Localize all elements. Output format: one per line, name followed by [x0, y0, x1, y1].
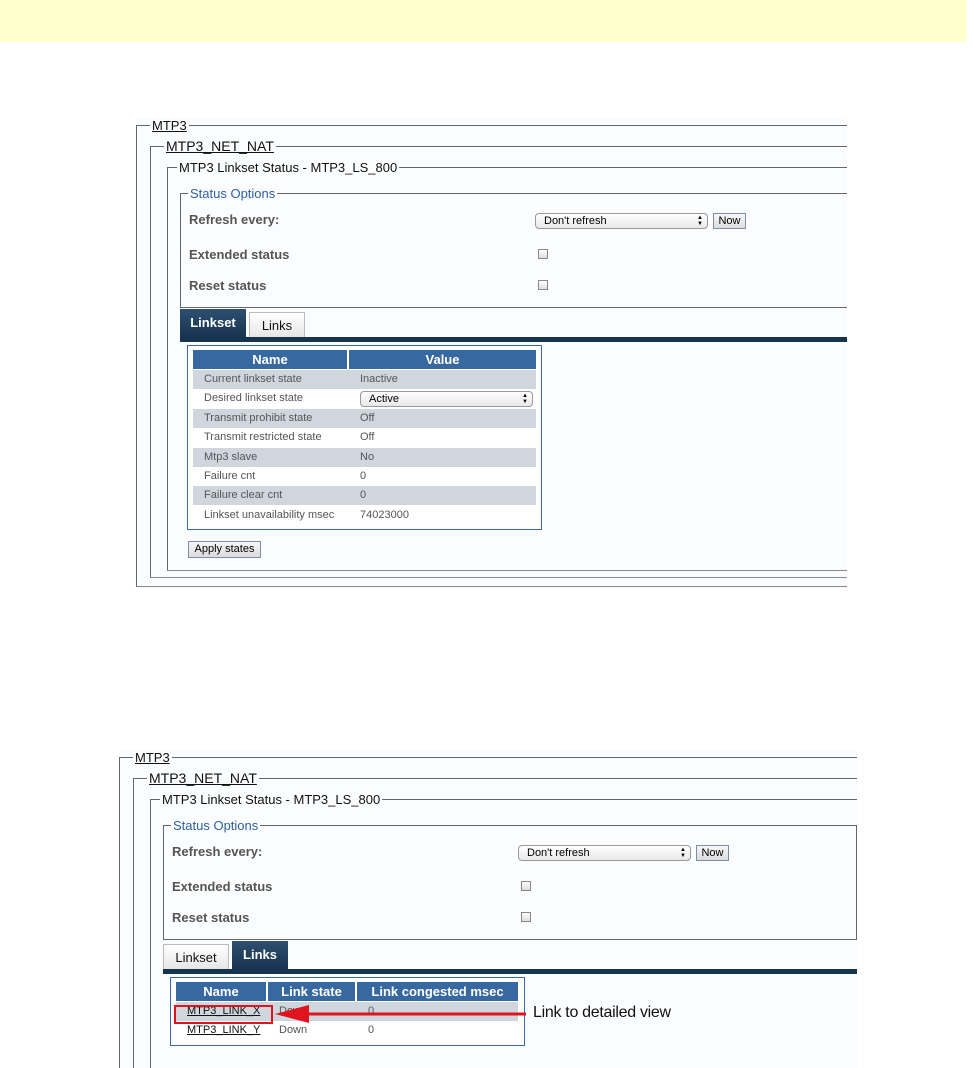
fieldset-status-options [180, 193, 847, 308]
fieldset-net [133, 778, 857, 1068]
refresh-select-value: Don't refresh [527, 847, 590, 859]
apply-states-button[interactable]: Apply states [188, 541, 261, 558]
refresh-label: Refresh every: [172, 844, 263, 859]
header-band [0, 0, 966, 42]
fieldset-status-options [163, 825, 857, 940]
table-cell: Failure cnt [204, 470, 256, 482]
highlight-box [174, 1005, 273, 1024]
desired-state-value: Active [369, 393, 399, 406]
table-cell: Transmit prohibit state [193, 408, 349, 428]
tab-linkset[interactable]: Linkset [163, 944, 229, 969]
fieldset-net [150, 146, 847, 578]
table-cell: 0 [349, 486, 536, 506]
table-cell: 0 [357, 1002, 518, 1021]
reset-status-checkbox[interactable] [521, 912, 531, 922]
column-header: Name [176, 982, 266, 1001]
table-cell: Mtp3 slave [193, 447, 349, 467]
reset-status-label: Reset status [172, 910, 250, 925]
table-cell: Down [279, 1024, 308, 1037]
refresh-label: Refresh every: [189, 212, 280, 227]
fieldset-linkset-status [167, 167, 847, 571]
table-cell: Off [360, 431, 375, 444]
section-title: MTP3 Linkset Status - MTP3_LS_800 [177, 160, 400, 175]
tab-bar [163, 969, 857, 974]
status-options-legend: Status Options [188, 186, 278, 201]
callout-arrow-icon [275, 1005, 526, 1023]
desired-linkset-state-select[interactable]: Active ▲ ▼ [360, 391, 533, 408]
table-cell: 74023000 [360, 508, 409, 521]
table-cell: Desired linkset state [204, 392, 304, 405]
table-cell: Off [349, 408, 536, 428]
status-options-legend: Status Options [171, 818, 261, 833]
breadcrumb-mtp3[interactable]: MTP3 [150, 118, 189, 133]
link-name[interactable]: MTP3_LINK_Y [187, 1024, 261, 1037]
extended-status-checkbox[interactable] [521, 881, 531, 891]
tab-linkset[interactable]: Linkset [180, 309, 246, 337]
refresh-select[interactable]: Don't refresh ▲ ▼ [518, 845, 691, 861]
tab-links[interactable]: Links [249, 312, 305, 337]
refresh-select[interactable]: Don't refresh ▲ ▼ [535, 213, 708, 229]
table-cell: 0 [368, 1024, 375, 1037]
now-button[interactable]: Now [696, 845, 729, 861]
screen-2: MTP3 MTP3_NET_NAT MTP3 Linkset Status - MT… [119, 750, 857, 1068]
extended-status-checkbox[interactable] [538, 249, 548, 259]
column-header: Link state [268, 982, 355, 1001]
now-button[interactable]: Now [713, 213, 746, 229]
updown-arrows-icon: ▲ ▼ [697, 215, 703, 227]
screen-1: MTP3 MTP3_NET_NAT MTP3 Linkset Status - MT… [136, 118, 847, 588]
fieldset-mtp3 [136, 125, 847, 587]
updown-arrows-icon: ▲ ▼ [680, 847, 686, 859]
table-cell: Linkset unavailability msec [204, 508, 335, 521]
reset-status-label: Reset status [189, 278, 267, 293]
updown-arrows-icon: ▲ ▼ [522, 393, 528, 406]
extended-status-label: Extended status [189, 247, 290, 262]
table-cell: Current linkset state [193, 370, 349, 389]
table-cell: Failure clear cnt [193, 486, 349, 506]
refresh-select-value: Don't refresh [544, 215, 607, 227]
breadcrumb-net[interactable]: MTP3_NET_NAT [164, 138, 276, 154]
reset-status-checkbox[interactable] [538, 280, 548, 290]
tab-bar [180, 337, 847, 342]
fieldset-linkset-status [150, 799, 857, 1068]
table-cell: Transmit restricted state [204, 431, 322, 444]
breadcrumb-mtp3[interactable]: MTP3 [133, 750, 172, 765]
column-header: Name [193, 350, 347, 369]
section-title: MTP3 Linkset Status - MTP3_LS_800 [160, 792, 383, 807]
breadcrumb-net[interactable]: MTP3_NET_NAT [147, 770, 259, 786]
tab-links[interactable]: Links [232, 941, 288, 969]
callout-label: Link to detailed view [533, 1004, 671, 1021]
column-header: Link congested msec [357, 982, 518, 1001]
column-header: Value [349, 350, 536, 369]
table-cell: Inactive [349, 370, 536, 389]
table-cell: 0 [360, 470, 367, 482]
table-cell: No [349, 447, 536, 467]
extended-status-label: Extended status [172, 879, 273, 894]
fieldset-mtp3 [119, 757, 857, 1068]
